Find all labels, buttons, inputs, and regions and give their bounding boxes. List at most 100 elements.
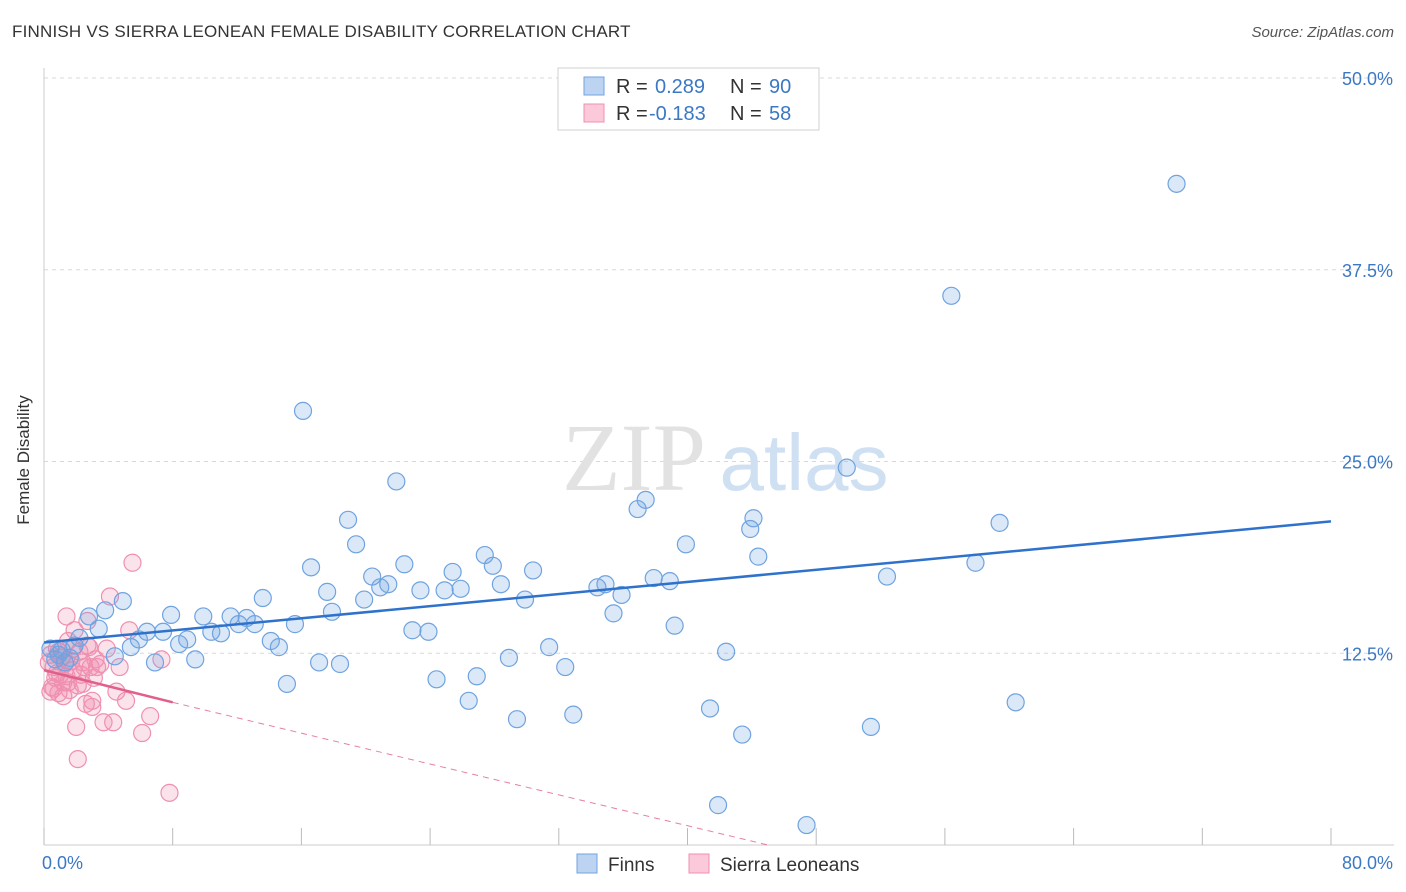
finns-point <box>178 630 197 649</box>
finns-point <box>540 638 559 657</box>
sierra-point <box>87 657 107 677</box>
finns-point <box>145 653 165 672</box>
finns-point <box>194 607 213 626</box>
finns-point <box>89 619 108 638</box>
finns-point <box>612 585 631 605</box>
sierra-point <box>83 697 102 717</box>
finns-point <box>1006 693 1025 712</box>
finns-point <box>966 553 985 572</box>
legend-sierra-r-value: -0.183 <box>649 103 706 125</box>
chart-title: FINNISH VS SIERRA LEONEAN FEMALE DISABIL… <box>12 22 631 41</box>
finns-trend-line <box>43 520 1332 644</box>
finns-point <box>483 556 502 575</box>
legend-box: R = 0.289 N = 90 R = -0.183 N = 58 <box>557 67 820 131</box>
finns-point <box>419 622 438 641</box>
y-tick-label: 50.0% <box>1342 69 1393 89</box>
finns-point <box>161 605 181 625</box>
finns-point <box>330 654 350 674</box>
finns-point <box>660 572 679 591</box>
legend-sierra-n-label: N = <box>730 103 762 125</box>
finns-point <box>427 670 446 689</box>
finns-point <box>749 547 768 566</box>
finns-points <box>41 174 1186 835</box>
finns-point <box>269 638 288 657</box>
finns-point <box>491 575 510 594</box>
y-tick-labels: 12.5% 25.0% 37.5% 50.0% <box>1342 69 1393 664</box>
finns-point <box>253 588 272 608</box>
bottom-legend-finns-swatch <box>576 853 598 874</box>
sierra-point <box>91 654 110 674</box>
finns-point <box>338 510 358 529</box>
finns-point <box>79 607 99 626</box>
finns-point <box>459 691 478 710</box>
finns-point <box>741 519 760 539</box>
sierra-point <box>141 707 160 726</box>
watermark: ZIP atlas <box>562 404 888 511</box>
finns-point <box>700 699 720 718</box>
finns-point <box>837 458 856 477</box>
y-tick-label: 25.0% <box>1342 453 1393 473</box>
legend-finns-swatch <box>583 76 605 96</box>
finns-point <box>556 657 575 677</box>
finns-point <box>942 286 961 305</box>
bottom-legend-finns-label: Finns <box>608 855 654 876</box>
finns-point <box>395 555 414 574</box>
finns-point <box>301 558 321 577</box>
finns-point <box>309 653 329 672</box>
watermark-atlas: atlas <box>720 418 889 507</box>
y-tick-label: 37.5% <box>1342 261 1393 281</box>
sierra-point <box>57 607 76 626</box>
finns-point <box>318 582 337 601</box>
finns-point <box>733 725 752 744</box>
finns-point <box>293 401 313 420</box>
finns-point <box>379 575 398 594</box>
x-tick-labels: 0.0% 80.0% <box>42 853 1393 873</box>
finns-point <box>113 591 132 611</box>
finns-point <box>523 561 543 580</box>
finns-point <box>387 472 406 491</box>
finns-point <box>467 667 486 686</box>
finns-point <box>564 705 583 724</box>
finns-point <box>499 648 519 667</box>
grid-lines <box>44 77 1394 654</box>
finns-point <box>877 567 897 586</box>
finns-point <box>435 581 454 600</box>
legend-sierra-r-label: R = <box>616 103 648 125</box>
finns-point <box>105 647 124 666</box>
sierra-point <box>116 691 136 710</box>
sierra-point <box>104 713 123 732</box>
finns-point <box>322 602 342 621</box>
legend-sierra-n-value: 58 <box>769 103 791 125</box>
sierra-point <box>94 713 113 732</box>
finns-point <box>636 490 655 509</box>
sierra-point <box>41 682 60 701</box>
sierra-trend-extension <box>172 701 769 846</box>
legend-finns-r-label: R = <box>616 76 648 98</box>
sierra-points <box>39 553 179 802</box>
watermark-zip: ZIP <box>562 404 706 511</box>
x-tick-label: 80.0% <box>1342 853 1393 873</box>
sierra-point <box>83 691 102 710</box>
finns-point <box>443 562 462 582</box>
legend-finns-r-value: 0.289 <box>655 76 705 98</box>
finns-point <box>990 513 1009 532</box>
y-tick-label: 12.5% <box>1342 644 1393 664</box>
bottom-legend-sierra-label: Sierra Leoneans <box>720 855 859 876</box>
sierra-point <box>123 553 142 572</box>
finns-point <box>797 815 816 835</box>
sierra-point <box>110 657 129 677</box>
sierra-point <box>133 723 152 743</box>
trend-lines <box>43 520 1332 846</box>
finns-point <box>355 590 374 609</box>
finns-point <box>665 616 684 635</box>
finns-point <box>451 579 470 598</box>
finns-point <box>604 604 623 623</box>
finns-point <box>708 796 728 815</box>
bottom-legend: Finns Sierra Leoneans <box>576 853 859 876</box>
finns-point <box>717 642 736 661</box>
finns-point <box>411 581 430 600</box>
finns-point <box>277 674 297 694</box>
sierra-point <box>68 749 87 769</box>
sierra-point <box>67 717 86 736</box>
